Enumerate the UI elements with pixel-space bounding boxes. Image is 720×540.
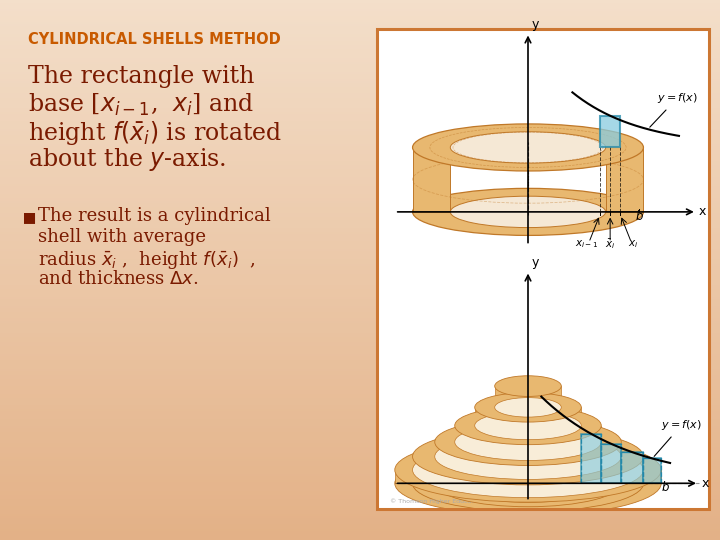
Text: and thickness $\Delta x$.: and thickness $\Delta x$. [38, 270, 199, 288]
Ellipse shape [474, 469, 581, 498]
Text: $x_i$: $x_i$ [629, 239, 639, 251]
Polygon shape [581, 426, 601, 483]
Ellipse shape [435, 418, 621, 465]
Polygon shape [606, 147, 644, 212]
Text: b: b [635, 210, 643, 223]
Polygon shape [601, 442, 621, 483]
Text: x: x [699, 205, 706, 218]
Polygon shape [474, 407, 495, 483]
Text: CYLINDRICAL SHELLS METHOD: CYLINDRICAL SHELLS METHOD [28, 32, 281, 47]
Polygon shape [601, 444, 621, 483]
Text: b: b [662, 481, 670, 494]
Text: $x_{i-1}$: $x_{i-1}$ [575, 239, 598, 251]
Text: a: a [580, 481, 587, 494]
Ellipse shape [495, 397, 562, 417]
Ellipse shape [495, 474, 562, 493]
Text: x: x [701, 477, 708, 490]
Text: base [$x_{i-1}$,  $x_i$] and: base [$x_{i-1}$, $x_i$] and [28, 92, 254, 118]
Ellipse shape [413, 188, 644, 235]
Text: The rectangle with: The rectangle with [28, 65, 254, 88]
Text: shell with average: shell with average [38, 228, 206, 246]
Polygon shape [621, 457, 644, 483]
Ellipse shape [474, 393, 581, 422]
Text: The result is a cylindrical: The result is a cylindrical [38, 207, 271, 225]
Text: $y = f(x)$: $y = f(x)$ [649, 91, 698, 127]
Ellipse shape [395, 438, 661, 502]
Text: ▪: ▪ [22, 207, 37, 227]
Ellipse shape [474, 411, 581, 440]
Polygon shape [413, 147, 450, 212]
Polygon shape [435, 442, 455, 483]
Ellipse shape [413, 124, 644, 171]
Ellipse shape [413, 442, 644, 498]
Text: © Thomson Higher Education: © Thomson Higher Education [390, 498, 484, 504]
Ellipse shape [495, 376, 562, 396]
Ellipse shape [495, 473, 562, 494]
Ellipse shape [455, 465, 601, 502]
Text: 0: 0 [510, 212, 517, 222]
Ellipse shape [395, 451, 661, 516]
Text: about the $y$-axis.: about the $y$-axis. [28, 146, 226, 173]
Polygon shape [395, 470, 413, 483]
Ellipse shape [435, 461, 621, 506]
Polygon shape [413, 457, 435, 483]
Text: height $f(\bar{x}_i)$ is rotated: height $f(\bar{x}_i)$ is rotated [28, 119, 282, 147]
Polygon shape [644, 470, 661, 483]
Ellipse shape [413, 456, 644, 511]
Polygon shape [621, 452, 644, 483]
Ellipse shape [474, 469, 581, 497]
FancyBboxPatch shape [377, 29, 709, 509]
Ellipse shape [455, 423, 601, 461]
Text: 0: 0 [513, 483, 520, 492]
Text: radius $\bar{x}_i$ ,  height $f(\bar{x}_i)$  ,: radius $\bar{x}_i$ , height $f(\bar{x}_i… [38, 249, 256, 271]
Polygon shape [562, 407, 581, 483]
Text: $y = f(x)$: $y = f(x)$ [654, 418, 702, 456]
Polygon shape [455, 426, 474, 483]
Polygon shape [495, 386, 562, 483]
Ellipse shape [450, 196, 606, 227]
Ellipse shape [435, 434, 621, 480]
Ellipse shape [455, 407, 601, 444]
Polygon shape [581, 434, 601, 483]
Ellipse shape [435, 460, 621, 507]
Polygon shape [644, 458, 661, 483]
Ellipse shape [450, 132, 606, 163]
Text: y: y [531, 18, 539, 31]
Ellipse shape [413, 455, 644, 511]
Text: a: a [571, 210, 578, 223]
Ellipse shape [413, 428, 644, 485]
Ellipse shape [455, 464, 601, 502]
Polygon shape [600, 116, 621, 147]
Text: $\bar{x}_i$: $\bar{x}_i$ [605, 237, 616, 251]
Text: y: y [531, 256, 539, 269]
